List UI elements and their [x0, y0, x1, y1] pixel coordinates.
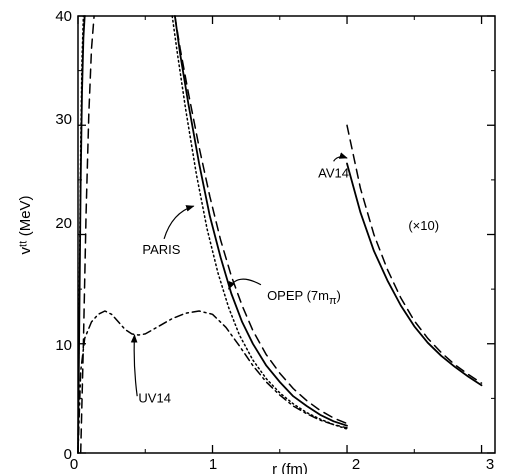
x-tick-label-3: 3 — [486, 456, 494, 473]
series-line-core-dotted-8 — [77, 15, 85, 454]
ticks — [77, 15, 495, 454]
y-tick-label-40: 40 — [55, 8, 72, 25]
annotation-opep: OPEP (7mπ) — [267, 288, 341, 307]
y-tick-label-10: 10 — [55, 337, 72, 354]
annotation-times-ten: (×10) — [408, 218, 439, 233]
arrows-layer — [130, 152, 348, 397]
series-line-av14-10-4 — [346, 162, 483, 387]
y-axis-label: vᵗᵗ (MeV) — [17, 195, 34, 254]
annotation-av14: AV14 — [318, 166, 349, 181]
y-tick-label-0: 0 — [64, 446, 72, 463]
series-layer — [77, 15, 483, 454]
annotation-uv14: UV14 — [138, 391, 171, 406]
arrow-opep — [228, 278, 262, 290]
x-tick-label-2: 2 — [352, 456, 360, 473]
series-line-opep-7m-2 — [174, 15, 348, 425]
arrow-av14 — [333, 152, 348, 162]
annotation-opep-subscript: π — [329, 295, 337, 307]
y-tick-label-20: 20 — [55, 215, 72, 232]
arrow-uv14 — [130, 334, 138, 397]
series-line-uv14-3 — [77, 310, 348, 454]
series-line-av14-1 — [173, 15, 348, 427]
annotation-opep-prefix: OPEP (7m — [267, 288, 329, 303]
plot-frame — [77, 15, 496, 454]
x-tick-label-1: 1 — [209, 456, 217, 473]
series-line-core-dashed-7 — [79, 15, 95, 454]
series-line-paris-0 — [171, 15, 348, 430]
arrow-paris — [163, 205, 195, 240]
annotation-paris: PARIS — [142, 242, 180, 257]
series-line-opep-10-5 — [346, 124, 483, 384]
annotation-opep-suffix: ) — [337, 288, 341, 303]
y-tick-label-30: 30 — [55, 111, 72, 128]
x-tick-label-0: 0 — [70, 456, 78, 473]
x-axis-label: r (fm) — [272, 461, 308, 474]
